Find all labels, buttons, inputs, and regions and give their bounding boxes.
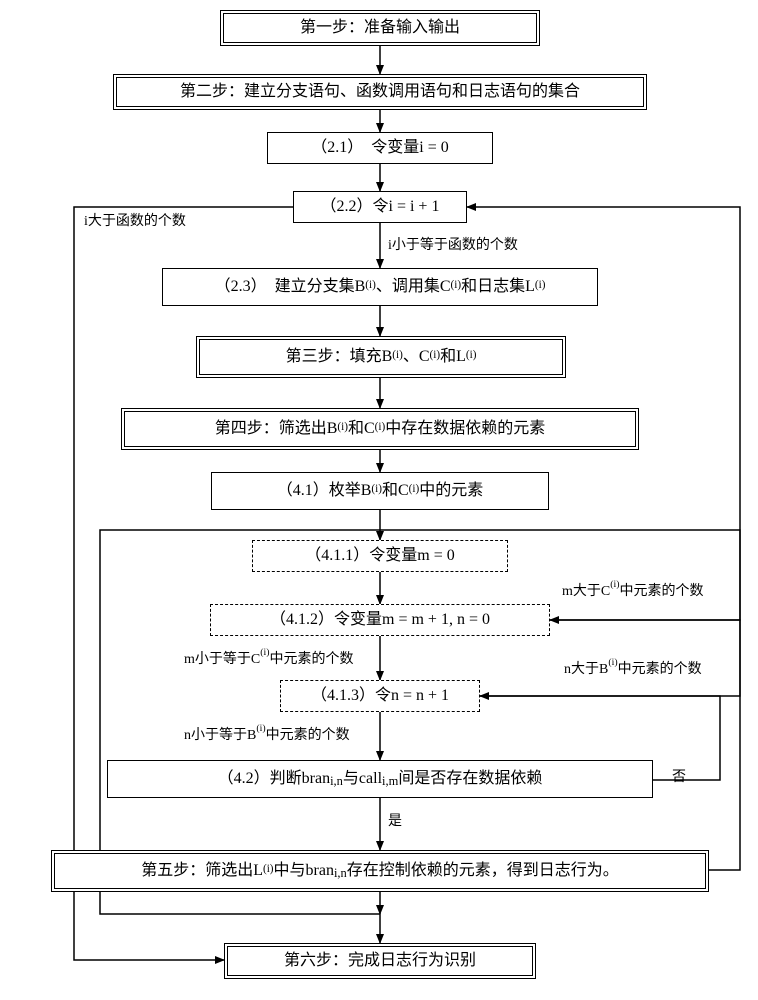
node-s2: 第二步：建立分支语句、函数调用语句和日志语句的集合: [113, 74, 647, 110]
node-s5: 第五步：筛选出L(i)中与brani,n存在控制依赖的元素，得到日志行为。: [51, 850, 709, 892]
edge-label-i_le: i小于等于函数的个数: [388, 234, 518, 254]
edge-label-n_gt: n大于B(i)中元素的个数: [564, 658, 702, 678]
node-s2_1: （2.1） 令变量i = 0: [267, 132, 493, 164]
node-s4: 第四步：筛选出B(i)和C(i)中存在数据依赖的元素: [121, 408, 639, 450]
node-s2_2: （2.2）令i = i + 1: [293, 191, 467, 223]
node-s4_1: （4.1）枚举B(i)和C(i)中的元素: [211, 472, 549, 510]
node-s3: 第三步：填充B(i)、C(i)和L(i): [196, 336, 566, 378]
flowchart-canvas: 第一步：准备输入输出第二步：建立分支语句、函数调用语句和日志语句的集合 （2.1）…: [0, 0, 758, 1000]
edge-label-m_gt: m大于C(i)中元素的个数: [562, 580, 703, 600]
node-s4_1_3: （4.1.3）令n = n + 1: [280, 680, 480, 712]
node-s4_1_2: （4.1.2）令变量m = m + 1, n = 0: [210, 604, 550, 636]
node-s1: 第一步：准备输入输出: [220, 10, 540, 46]
edge-label-no: 否: [672, 766, 686, 786]
edge-label-i_gt: i大于函数的个数: [84, 210, 186, 230]
node-s4_1_1: （4.1.1）令变量m = 0: [252, 540, 508, 572]
node-s4_2: （4.2）判断brani,n与calli,m间是否存在数据依赖: [107, 760, 653, 798]
node-s2_3: （2.3） 建立分支集B(i)、调用集C(i)和日志集L(i): [162, 268, 598, 306]
edge-label-n_le: n小于等于B(i)中元素的个数: [184, 724, 350, 744]
edge-label-yes: 是: [388, 810, 402, 830]
node-s6: 第六步：完成日志行为识别: [224, 943, 536, 979]
edge-label-m_le: m小于等于C(i)中元素的个数: [184, 648, 353, 668]
